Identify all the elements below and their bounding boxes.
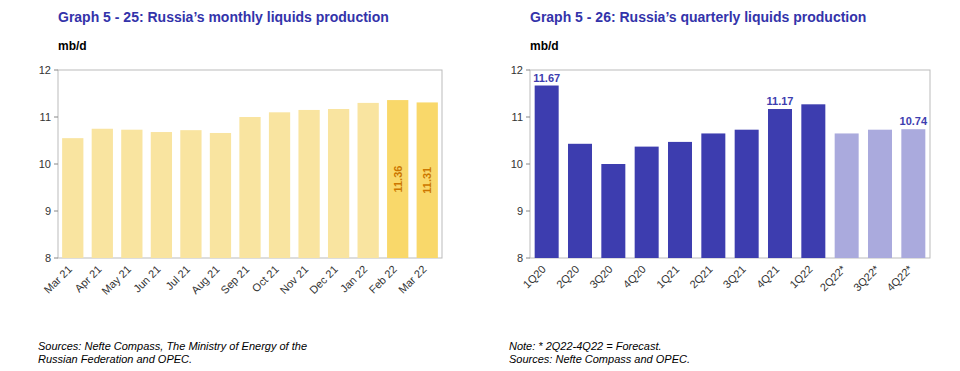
y-tick-label: 10	[511, 158, 523, 170]
x-tick-label: May 21	[99, 263, 133, 297]
bar	[387, 100, 408, 258]
y-tick-label: 9	[45, 205, 51, 217]
x-tick-label: Sep 21	[218, 263, 251, 296]
bar	[835, 133, 859, 258]
x-tick-label: Nov 21	[277, 263, 310, 296]
y-tick-label: 11	[512, 111, 523, 123]
y-tick	[526, 258, 530, 259]
title: Graph 5 - 26: Russia’s quarterly liquids…	[530, 9, 866, 25]
bar	[92, 129, 113, 258]
y-tick	[526, 117, 530, 118]
y-tick-label: 10	[39, 158, 51, 170]
data-label: 11.67	[533, 72, 560, 84]
bar	[535, 86, 559, 258]
y-tick	[54, 70, 58, 71]
plot-frame	[58, 70, 442, 258]
x-tick-label: 3Q22*	[851, 262, 882, 293]
x-tick-label: 1Q21	[654, 263, 682, 291]
data-label: 11.17	[767, 95, 794, 107]
y-tick-label: 12	[39, 64, 51, 76]
y-tick	[54, 211, 58, 212]
bar	[635, 147, 659, 258]
y-tick-label: 8	[45, 252, 51, 264]
x-tick-label: 2Q22*	[818, 262, 849, 293]
y-tick	[526, 70, 530, 71]
x-tick-label: 1Q20	[521, 263, 549, 291]
x-tick-label: 3Q20	[587, 263, 615, 291]
x-tick-label: 3Q21	[721, 263, 749, 291]
x-tick-label: 2Q20	[554, 263, 582, 291]
annotation: Note: * 2Q22-4Q22 = Forecast.Sources: Ne…	[509, 340, 690, 365]
annotation: Sources: Nefte Compass, The Ministry of …	[38, 340, 307, 365]
bar	[868, 130, 892, 258]
bar	[568, 144, 592, 258]
bars	[62, 100, 438, 258]
y-tick	[54, 258, 58, 259]
x-tick-label: Mar 22	[396, 263, 429, 296]
bar	[121, 130, 142, 258]
figure: Graph 5 - 25: Russia’s monthly liquids p…	[0, 0, 960, 371]
y-tick	[54, 117, 58, 118]
bar	[417, 102, 438, 258]
annotation-line: Note: * 2Q22-4Q22 = Forecast.	[509, 340, 662, 352]
y-tick-label: 9	[517, 205, 523, 217]
x-tick-label: Oct 21	[250, 263, 281, 294]
annotation-line: Russian Federation and OPEC.	[38, 353, 192, 365]
chart: Graph 5 - 25: Russia’s monthly liquids p…	[38, 9, 442, 365]
bars	[535, 86, 926, 258]
bar	[358, 103, 379, 258]
data-label: 11.36	[392, 166, 404, 193]
bar	[668, 142, 692, 258]
x-tick-label: 4Q22*	[884, 262, 915, 293]
data-label: 11.31	[421, 167, 433, 194]
annotation-line: Sources: Nefte Compass and OPEC.	[509, 353, 690, 365]
y-tick	[526, 211, 530, 212]
x-tick-label: Aug 21	[189, 263, 222, 296]
bar	[901, 129, 925, 258]
y-tick-label: 12	[511, 64, 523, 76]
y-tick-label: 11	[40, 111, 51, 123]
bar	[151, 132, 172, 258]
y-tick-label: 8	[517, 252, 523, 264]
x-tick-label: 4Q21	[754, 263, 782, 291]
x-tick-label: 1Q22	[787, 263, 815, 291]
bar	[801, 104, 825, 258]
title: Graph 5 - 25: Russia’s monthly liquids p…	[58, 9, 389, 25]
plot-frame	[530, 70, 930, 258]
bar	[62, 138, 83, 258]
x-tick-label: 4Q20	[621, 263, 649, 291]
bar	[180, 130, 201, 258]
y-axis-label: mb/d	[530, 39, 559, 53]
bar	[298, 110, 319, 258]
x-tick-label: Mar 21	[41, 263, 74, 296]
x-tick-label: Dec 21	[307, 263, 340, 296]
x-tick-label: 2Q21	[687, 263, 715, 291]
x-tick-label: Jun 21	[131, 263, 163, 295]
x-tick-label: Jan 22	[338, 263, 370, 295]
bar	[269, 112, 290, 258]
bar	[239, 117, 260, 258]
bar	[601, 164, 625, 258]
y-axis-label: mb/d	[58, 39, 87, 53]
x-tick-label: Feb 22	[366, 263, 399, 296]
y-tick	[526, 164, 530, 165]
x-tick-label: Apr 21	[72, 263, 103, 294]
y-tick	[54, 164, 58, 165]
chart: Graph 5 - 26: Russia’s quarterly liquids…	[509, 9, 930, 365]
bar	[768, 109, 792, 258]
annotation-line: Sources: Nefte Compass, The Ministry of …	[38, 340, 307, 352]
bar	[735, 130, 759, 258]
data-label: 10.74	[900, 115, 928, 127]
bar	[701, 133, 725, 258]
bar	[328, 109, 349, 258]
bar	[210, 133, 231, 258]
